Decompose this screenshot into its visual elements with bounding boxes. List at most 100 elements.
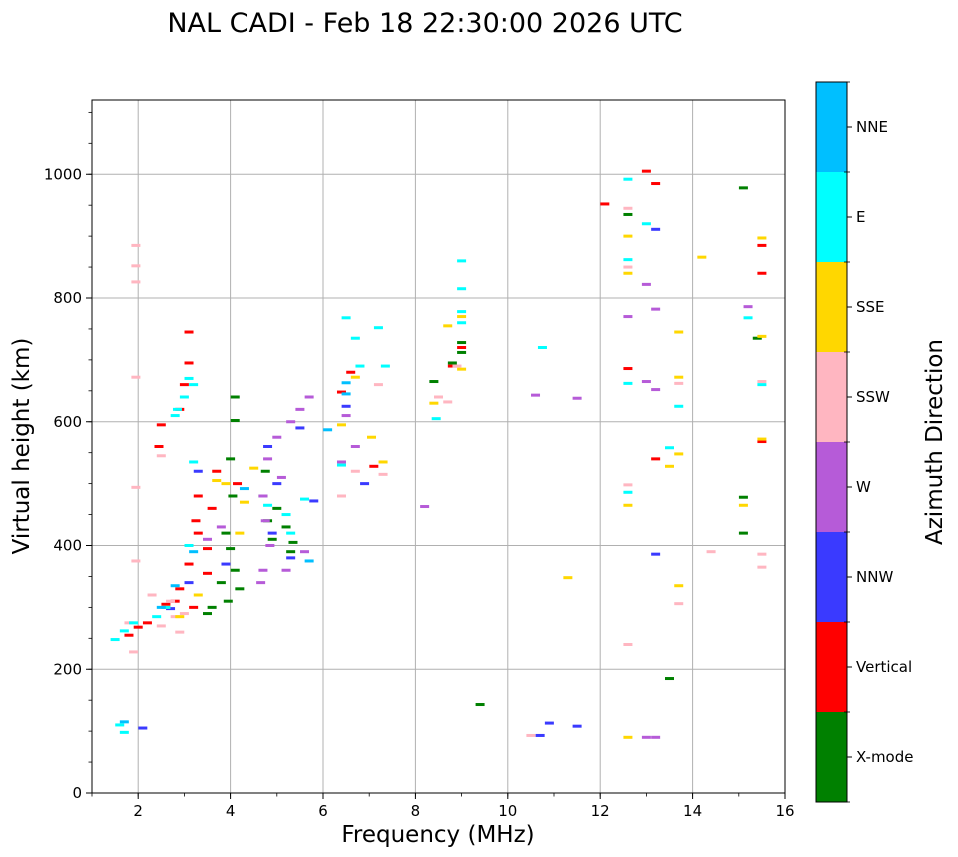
data-point bbox=[457, 346, 467, 349]
data-point bbox=[309, 499, 319, 503]
data-point bbox=[757, 380, 767, 384]
data-point bbox=[221, 531, 231, 535]
x-tick-label: 12 bbox=[591, 802, 610, 820]
data-point bbox=[193, 531, 203, 535]
data-point bbox=[193, 469, 203, 473]
data-point bbox=[651, 307, 661, 311]
data-point bbox=[235, 531, 245, 535]
data-point bbox=[674, 381, 684, 385]
data-point bbox=[651, 388, 661, 392]
data-point bbox=[256, 581, 266, 585]
colorbar-tick-label: E bbox=[856, 208, 865, 226]
x-tick-label: 2 bbox=[133, 802, 143, 820]
data-point bbox=[475, 703, 485, 707]
data-point bbox=[272, 482, 282, 486]
colorbar-swatch-nne bbox=[816, 82, 847, 172]
data-point bbox=[263, 445, 273, 448]
data-point bbox=[131, 485, 141, 489]
data-point bbox=[531, 393, 541, 397]
data-point bbox=[223, 599, 233, 603]
data-point bbox=[341, 392, 351, 396]
data-point bbox=[267, 531, 277, 535]
data-point bbox=[166, 607, 176, 611]
data-point bbox=[336, 390, 346, 394]
colorbar-frame bbox=[815, 81, 848, 803]
colorbar-swatch-vertical bbox=[816, 622, 847, 712]
data-point bbox=[193, 494, 203, 498]
data-point bbox=[443, 400, 453, 404]
data-point bbox=[124, 621, 134, 625]
data-point bbox=[674, 452, 684, 456]
data-point bbox=[221, 482, 231, 486]
data-point bbox=[286, 420, 296, 424]
y-tick-label: 0 bbox=[72, 784, 82, 802]
data-point bbox=[147, 593, 157, 597]
data-point bbox=[623, 206, 633, 210]
data-point bbox=[179, 395, 189, 399]
data-point bbox=[572, 396, 582, 400]
data-point bbox=[221, 562, 231, 566]
data-point bbox=[336, 463, 346, 467]
data-point bbox=[447, 364, 457, 368]
y-axis-ticks: 0 200 400 600 800 1000 bbox=[44, 111, 92, 802]
x-tick-label: 6 bbox=[318, 802, 328, 820]
colorbar-tick-label: Vertical bbox=[856, 658, 912, 676]
data-point bbox=[131, 243, 141, 247]
data-point bbox=[757, 552, 767, 556]
data-point bbox=[757, 236, 767, 240]
colorbar-label: Azimuth Direction bbox=[922, 339, 948, 545]
plot-area: 2 4 6 8 10 12 14 16 0 200 400 600 800 1000 bbox=[44, 99, 795, 820]
data-point bbox=[336, 460, 346, 464]
data-point bbox=[189, 550, 199, 554]
data-point bbox=[738, 531, 748, 535]
data-point bbox=[286, 556, 296, 560]
data-point bbox=[369, 464, 379, 468]
y-tick-label: 400 bbox=[53, 537, 82, 555]
colorbar-tick-label: SSW bbox=[856, 388, 890, 406]
colorbar-swatch-sse bbox=[816, 262, 847, 352]
data-point bbox=[457, 287, 467, 291]
data-point bbox=[172, 407, 182, 411]
data-point bbox=[757, 437, 767, 441]
data-point bbox=[131, 375, 141, 379]
data-point bbox=[641, 735, 651, 739]
data-point bbox=[350, 336, 360, 340]
data-point bbox=[260, 519, 270, 523]
data-point bbox=[457, 321, 467, 325]
data-point bbox=[526, 733, 536, 737]
data-point bbox=[154, 445, 164, 448]
data-point bbox=[373, 326, 383, 330]
data-point bbox=[674, 404, 684, 408]
data-point bbox=[304, 395, 314, 399]
data-point bbox=[378, 460, 388, 464]
data-point bbox=[743, 316, 753, 320]
data-point bbox=[281, 525, 291, 529]
data-point bbox=[110, 638, 120, 642]
series-nnw bbox=[138, 227, 661, 737]
data-point bbox=[281, 513, 291, 517]
data-point bbox=[665, 446, 674, 450]
data-point bbox=[738, 495, 748, 499]
data-point bbox=[226, 547, 236, 551]
data-point bbox=[131, 559, 141, 563]
data-point bbox=[350, 445, 360, 448]
data-point bbox=[263, 457, 273, 461]
data-point bbox=[193, 593, 203, 597]
data-point bbox=[189, 605, 199, 609]
data-point bbox=[429, 401, 439, 405]
data-point bbox=[142, 621, 152, 625]
data-point bbox=[119, 720, 129, 724]
data-point bbox=[133, 625, 143, 629]
series-w bbox=[203, 282, 753, 739]
colorbar-swatch-e bbox=[816, 172, 847, 262]
data-point bbox=[757, 565, 767, 569]
data-point bbox=[623, 265, 633, 269]
data-point bbox=[651, 552, 661, 556]
data-point bbox=[184, 562, 194, 566]
data-point bbox=[420, 505, 430, 509]
plot-frame bbox=[91, 99, 786, 794]
data-point bbox=[323, 428, 333, 432]
data-point bbox=[757, 243, 767, 247]
colorbar-swatch-nnw bbox=[816, 532, 847, 622]
series-vertical bbox=[124, 169, 767, 637]
